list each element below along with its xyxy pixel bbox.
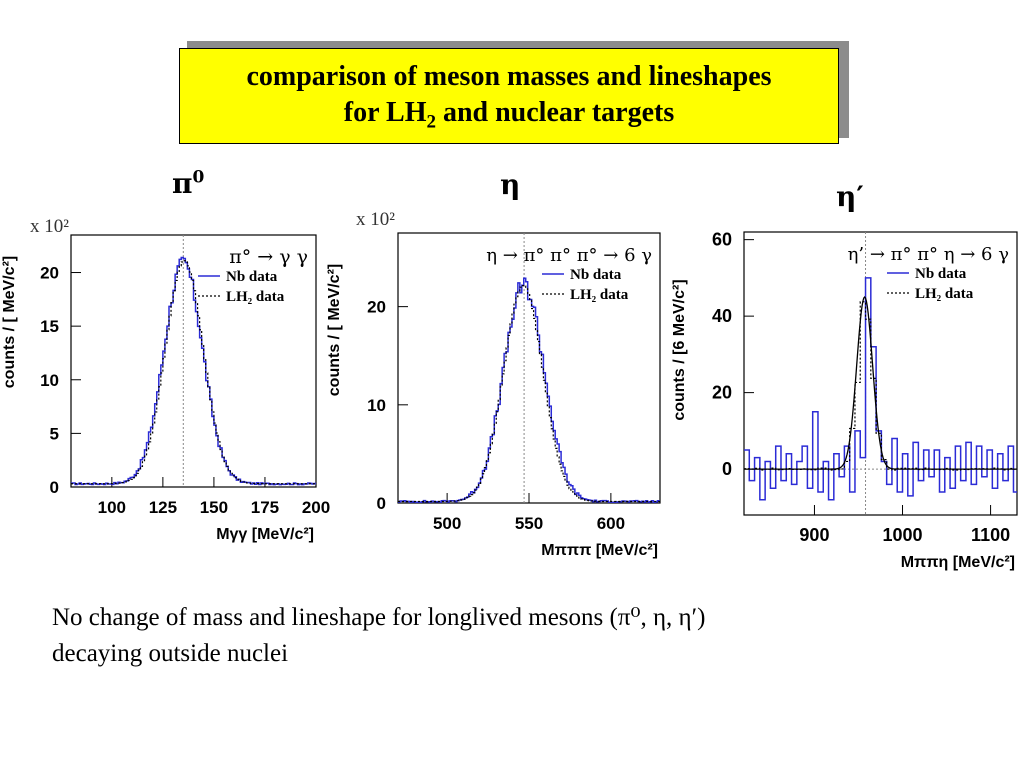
y-tick-label: 60 bbox=[712, 230, 732, 250]
series-lh2-histogram bbox=[71, 260, 316, 485]
chart-panel-1: 100 125 150 175 200 0 5 10 15 20 counts / [ MeV/c²… bbox=[1, 216, 330, 543]
title-rest-text: and nuclear targets bbox=[435, 97, 675, 128]
title-lh-text: for LH bbox=[343, 97, 427, 128]
plot-frame bbox=[743, 231, 1018, 516]
chart-panel-3: 900 1000 1100 0 20 40 60 counts / [6 MeV/c²] Mππ… bbox=[671, 230, 1018, 571]
y-tick-label: 40 bbox=[712, 306, 732, 326]
conclusion-text: No change of mass and lineshape for long… bbox=[52, 600, 992, 672]
plot-frame bbox=[70, 234, 317, 488]
y-tick-label: 10 bbox=[40, 371, 59, 390]
y-tick-label: 20 bbox=[712, 383, 732, 403]
y-axis-label: counts / [ MeV/c²] bbox=[1, 256, 18, 388]
y-axis-label: counts / [6 MeV/c²] bbox=[671, 279, 688, 420]
y-tick-label: 0 bbox=[722, 459, 732, 479]
panel-label-eta: η bbox=[500, 168, 520, 201]
x-tick-label: 500 bbox=[433, 514, 461, 533]
x-tick-label: 150 bbox=[200, 498, 228, 517]
pi0-symbol: π bbox=[172, 167, 193, 200]
x-tick-label: 200 bbox=[302, 498, 330, 517]
slide-title-line1: comparison of meson masses and lineshape… bbox=[246, 61, 772, 92]
legend-nb-label: Nb data bbox=[915, 266, 967, 282]
panel-label-etaprime: η′ bbox=[836, 180, 864, 213]
legend-lh2-label: LH₂ data bbox=[570, 287, 629, 303]
x-axis-label: Mγγ [MeV/c²] bbox=[216, 526, 314, 543]
x-axis-label: Mπππ [MeV/c²] bbox=[541, 542, 658, 559]
eta-symbol: η bbox=[500, 168, 521, 201]
series-fit-curve bbox=[744, 295, 1017, 470]
x-tick-label: 125 bbox=[149, 498, 177, 517]
slide-title: comparison of meson masses and lineshape… bbox=[179, 48, 839, 144]
reaction-label: π° → γ γ bbox=[229, 246, 308, 268]
etaprime-symbol: η′ bbox=[836, 180, 864, 213]
legend-nb-label: Nb data bbox=[570, 267, 622, 283]
series-nb-histogram bbox=[398, 277, 660, 503]
x-tick-label: 600 bbox=[597, 514, 625, 533]
pi0-superscript: 0 bbox=[192, 167, 205, 188]
x-tick-label: 550 bbox=[515, 514, 543, 533]
x-tick-label: 1100 bbox=[971, 525, 1010, 545]
x-tick-label: 175 bbox=[251, 498, 279, 517]
y-tick-label: 5 bbox=[50, 424, 59, 443]
x-axis-label: Mππη [MeV/c²] bbox=[901, 554, 1015, 571]
title-lh-subscript: 2 bbox=[426, 111, 436, 133]
x-tick-label: 900 bbox=[799, 525, 829, 545]
y-tick-label: 20 bbox=[40, 264, 59, 283]
y-tick-label: 10 bbox=[367, 396, 386, 415]
panel-label-pi0: π0 bbox=[172, 167, 204, 200]
reaction-label: η → π° π° π° → 6 γ bbox=[486, 245, 652, 266]
legend-lh2-label: LH₂ data bbox=[226, 289, 285, 305]
x-tick-label: 100 bbox=[98, 498, 126, 517]
chart-panel-2: 500 550 600 0 10 20 counts / [ MeV/c²] Mπππ [Me… bbox=[326, 209, 661, 559]
y-tick-label: 0 bbox=[377, 494, 386, 513]
axis-multiplier: x 10² bbox=[30, 216, 69, 237]
legend-lh2-label: LH₂ data bbox=[915, 286, 974, 302]
slide-title-line2: for LH2 and nuclear targets bbox=[180, 95, 838, 133]
series-nb-histogram bbox=[744, 277, 1017, 501]
y-axis-label: counts / [ MeV/c²] bbox=[326, 264, 343, 396]
series-nb-histogram bbox=[71, 256, 316, 486]
legend-nb-label: Nb data bbox=[226, 269, 278, 285]
y-tick-label: 0 bbox=[50, 478, 59, 497]
conclusion-line1: No change of mass and lineshape for long… bbox=[52, 604, 706, 631]
reaction-label: η’ → π° π° η → 6 γ bbox=[848, 244, 1009, 265]
series-lh2-histogram bbox=[398, 284, 660, 503]
conclusion-line2: decaying outside nuclei bbox=[52, 640, 289, 667]
y-tick-label: 20 bbox=[367, 298, 386, 317]
y-tick-label: 15 bbox=[40, 317, 59, 336]
x-tick-label: 1000 bbox=[882, 525, 922, 545]
axis-multiplier: x 10² bbox=[356, 209, 395, 230]
